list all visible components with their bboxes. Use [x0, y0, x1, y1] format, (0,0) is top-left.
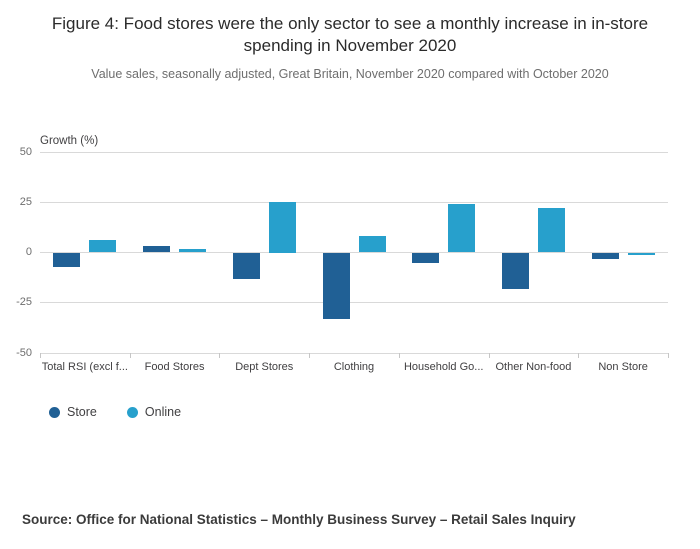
y-tick-label: 0 — [25, 246, 32, 258]
x-category-label: Total RSI (excl f... — [41, 361, 128, 373]
gridline — [40, 252, 668, 253]
bar-store-5[interactable] — [412, 252, 440, 263]
bar-online-3[interactable] — [268, 202, 296, 253]
source-note: Source: Office for National Statistics –… — [22, 512, 576, 527]
x-category-label: Household Go... — [403, 361, 484, 373]
gridline — [40, 151, 668, 153]
bar-store-3[interactable] — [232, 252, 260, 279]
x-category-label: Clothing — [333, 361, 375, 373]
legend-marker-store-icon — [49, 406, 60, 418]
x-axis-tick — [309, 353, 311, 358]
chart-title: Figure 4: Food stores were the only sect… — [51, 14, 649, 56]
x-category-label: Non Store — [598, 361, 648, 373]
chart-legend: Store Online — [49, 405, 181, 419]
bar-store-6[interactable] — [501, 252, 529, 289]
chart-subtitle: Value sales, seasonally adjusted, Great … — [91, 66, 609, 81]
x-category-label: Other Non-food — [495, 361, 572, 373]
bar-store-7[interactable] — [591, 252, 619, 259]
legend-label: Online — [144, 405, 182, 419]
bar-online-2[interactable] — [179, 249, 207, 253]
gridline — [40, 302, 668, 304]
y-tick-label: 25 — [19, 195, 32, 208]
bar-online-1[interactable] — [89, 240, 117, 253]
bar-online-7[interactable] — [627, 252, 655, 255]
bar-store-4[interactable] — [322, 252, 350, 319]
bar-online-4[interactable] — [358, 236, 386, 253]
x-axis-tick — [398, 353, 400, 358]
legend-item-store[interactable]: Store — [49, 405, 97, 419]
legend-label: Store — [67, 405, 97, 419]
x-axis-tick — [40, 353, 41, 358]
x-axis-tick — [578, 353, 580, 358]
x-axis-tick — [488, 353, 490, 358]
y-tick-label: -25 — [16, 296, 32, 309]
grouped-bar-chart: Growth (%) 50 25 0 -25 -50 Total RSI (excl f..… — [0, 130, 700, 390]
y-tick-label: -50 — [16, 346, 32, 359]
x-axis-tick — [129, 353, 131, 358]
gridline — [40, 201, 668, 203]
bar-store-2[interactable] — [143, 246, 171, 253]
y-axis-title: Growth (%) — [40, 135, 99, 147]
legend-item-online[interactable]: Online — [126, 405, 182, 419]
bar-online-6[interactable] — [537, 208, 565, 253]
y-tick-label: 50 — [19, 145, 32, 158]
x-category-label: Dept Stores — [235, 361, 294, 373]
bar-store-1[interactable] — [53, 252, 81, 267]
x-axis-tick — [668, 353, 669, 358]
gridline — [40, 352, 668, 354]
x-category-label: Food Stores — [144, 361, 205, 373]
bar-online-5[interactable] — [448, 204, 476, 253]
x-axis-tick — [219, 353, 221, 358]
legend-marker-online-icon — [126, 406, 138, 418]
